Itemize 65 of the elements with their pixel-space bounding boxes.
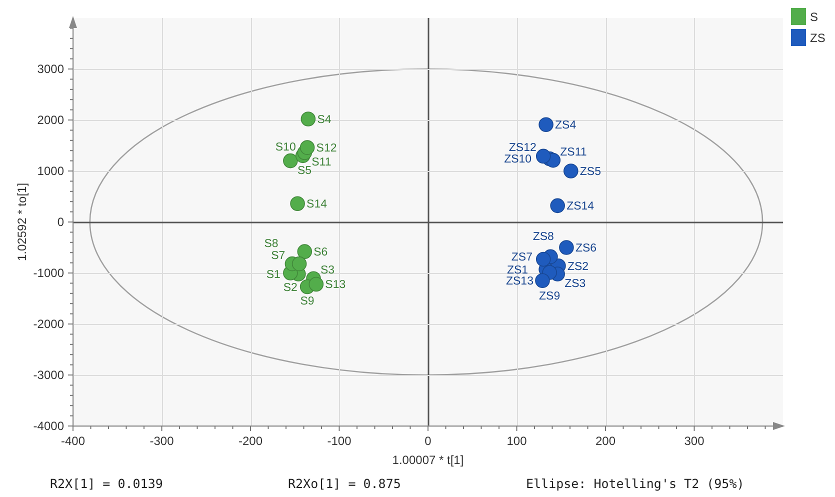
y-tick-label: -2000 bbox=[33, 316, 64, 331]
point bbox=[290, 196, 305, 212]
y-tick-label: 1000 bbox=[37, 164, 64, 178]
data-label: ZS2 bbox=[567, 260, 589, 273]
legend-label: ZS bbox=[810, 31, 826, 45]
point bbox=[536, 252, 551, 267]
y-tick-label: 0 bbox=[57, 214, 64, 229]
data-label: S8 bbox=[264, 238, 278, 250]
x-tick-label: 0 bbox=[424, 434, 432, 448]
text: Ellipse: Hotelling's T2 (95%) bbox=[526, 476, 744, 491]
point bbox=[308, 276, 324, 292]
data-label: ZS13 bbox=[506, 276, 534, 288]
point bbox=[297, 244, 312, 259]
data-label: S12 bbox=[316, 142, 337, 154]
data-label: ZS5 bbox=[580, 166, 601, 178]
point bbox=[563, 164, 578, 178]
point bbox=[535, 273, 550, 288]
data-label: S1 bbox=[266, 268, 280, 281]
x-tick-label: 300 bbox=[684, 434, 705, 448]
data-label: ZS14 bbox=[566, 200, 595, 213]
point bbox=[283, 153, 298, 168]
data-label: ZS10 bbox=[504, 154, 532, 166]
data-label: S10 bbox=[275, 142, 296, 154]
data-label: ZS6 bbox=[575, 242, 597, 254]
data-label: S5 bbox=[297, 164, 312, 177]
y-tick-label: -3000 bbox=[33, 368, 64, 382]
x-tick-label: -200 bbox=[238, 434, 263, 448]
y-axis-title: 1.02592 * to[1] bbox=[15, 182, 29, 262]
data-label: S3 bbox=[320, 264, 335, 277]
data-label: S6 bbox=[314, 246, 328, 259]
data-label: ZS8 bbox=[532, 231, 554, 244]
data-label: S13 bbox=[325, 279, 346, 292]
y-tick-label: -4000 bbox=[33, 418, 64, 433]
data-label: S7 bbox=[271, 250, 286, 262]
data-label: ZS3 bbox=[564, 278, 586, 290]
data-label: ZS9 bbox=[539, 290, 560, 302]
y-tick-label: -1000 bbox=[33, 266, 64, 280]
data-label: S14 bbox=[306, 198, 328, 211]
data-label: S11 bbox=[312, 156, 332, 169]
point bbox=[292, 256, 307, 272]
data-label: ZS1 bbox=[506, 264, 528, 276]
x-tick-label: -300 bbox=[150, 434, 174, 448]
point bbox=[536, 148, 551, 164]
data-label: ZS11 bbox=[560, 146, 587, 158]
y-tick-label: 2000 bbox=[37, 112, 64, 127]
data-label: ZS4 bbox=[555, 120, 577, 132]
point bbox=[550, 198, 565, 214]
x-tick-label: 100 bbox=[506, 434, 528, 448]
data-label: S4 bbox=[317, 114, 332, 126]
data-label: S2 bbox=[283, 282, 298, 294]
legend-label: S bbox=[810, 10, 818, 24]
text: R2X[1] = 0.0139 bbox=[50, 476, 163, 491]
point bbox=[300, 112, 316, 126]
point bbox=[300, 140, 315, 155]
y-tick-label: 3000 bbox=[37, 62, 64, 76]
data-label: ZS7 bbox=[511, 252, 532, 264]
point bbox=[538, 117, 554, 132]
data-label: ZS12 bbox=[508, 142, 536, 154]
text: R2Xo[1] = 0.875 bbox=[288, 476, 401, 491]
data-label: S9 bbox=[300, 296, 314, 308]
x-axis-title: 1.00007 * t[1] bbox=[392, 453, 464, 467]
x-tick-label: -400 bbox=[60, 434, 86, 448]
x-tick-label: -100 bbox=[327, 434, 352, 448]
x-tick-label: 200 bbox=[595, 434, 616, 448]
point bbox=[559, 240, 574, 255]
